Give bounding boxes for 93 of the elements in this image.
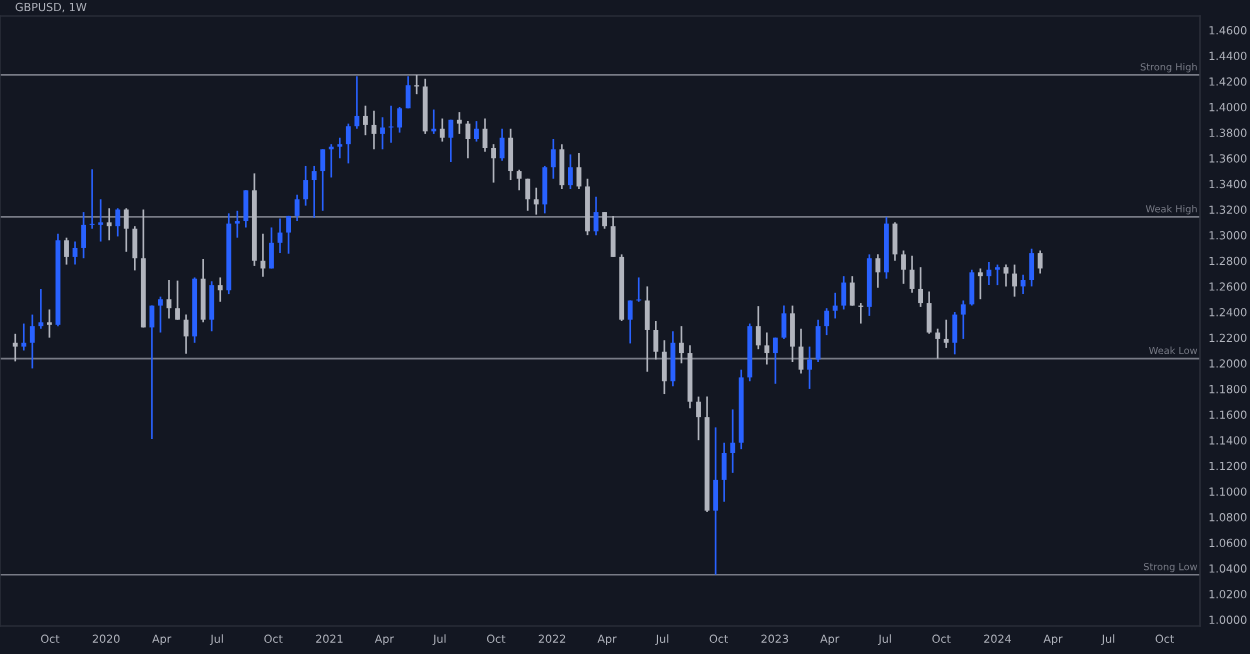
candlestick — [926, 290, 932, 335]
candlestick — [781, 304, 787, 340]
candlestick — [183, 313, 189, 355]
candlestick — [533, 186, 539, 216]
candlestick — [730, 408, 736, 474]
candlestick — [474, 120, 479, 143]
candlestick — [397, 106, 403, 134]
candlestick — [986, 261, 992, 286]
candlestick — [491, 143, 496, 184]
candlestick — [559, 143, 565, 190]
candlestick — [772, 336, 778, 385]
candlestick — [585, 177, 590, 236]
candlestick — [1012, 263, 1017, 298]
candlestick — [627, 299, 633, 345]
candlestick — [499, 127, 505, 162]
candlestick — [12, 332, 18, 363]
candlestick — [952, 311, 958, 356]
candlestick — [935, 327, 941, 360]
candlestick — [1029, 247, 1035, 288]
candlestick — [670, 330, 676, 388]
candlestick — [969, 268, 975, 307]
candlestick — [610, 215, 616, 258]
candlestick — [516, 168, 522, 192]
candlestick — [345, 122, 351, 165]
candlestick — [764, 331, 770, 366]
candlestick — [243, 189, 249, 229]
candlestick — [149, 304, 155, 440]
candlestick — [106, 207, 112, 242]
candlestick — [337, 136, 343, 160]
candlestick — [653, 320, 659, 361]
candlestick — [354, 75, 360, 130]
candlestick — [380, 116, 385, 151]
candlestick — [1020, 274, 1026, 295]
candlestick — [542, 165, 548, 215]
candlestick — [439, 117, 445, 143]
candlestick — [661, 339, 667, 395]
candlestick — [29, 313, 35, 370]
candlestick — [294, 193, 300, 222]
candlestick — [269, 226, 274, 270]
candlestick — [286, 215, 291, 255]
candlestick — [98, 198, 104, 243]
candlestick — [405, 75, 411, 110]
candlestick — [815, 318, 821, 363]
candlestick — [64, 236, 69, 266]
candlestick — [525, 177, 531, 212]
candlestick — [696, 395, 701, 442]
candlestick — [755, 305, 761, 351]
candlestick — [81, 211, 87, 260]
candlestick — [721, 441, 727, 503]
candlestick — [977, 267, 983, 301]
candlestick — [943, 318, 949, 349]
candlestick — [158, 295, 163, 334]
candlestick — [123, 207, 129, 253]
candlestick — [995, 263, 1000, 286]
candlestick — [875, 253, 881, 289]
candlestick — [175, 279, 180, 321]
candlestick — [422, 77, 428, 135]
candlestick — [465, 120, 471, 160]
candlestick — [132, 225, 138, 272]
candlestick — [508, 127, 514, 181]
candlestick — [320, 148, 326, 212]
candlestick — [550, 138, 556, 180]
candlestick — [456, 111, 462, 135]
candlestick — [841, 275, 847, 311]
candlestick — [636, 276, 642, 303]
candlestick — [260, 233, 266, 278]
candlestick — [209, 280, 215, 333]
candlestick — [38, 288, 44, 330]
candlestick — [217, 276, 223, 303]
candlestick — [644, 285, 650, 373]
candlestick — [311, 165, 317, 219]
candlestick — [200, 258, 206, 324]
candlestick — [807, 345, 812, 390]
candlestick — [448, 118, 454, 163]
candlestick — [713, 426, 719, 576]
candlestick — [115, 207, 121, 238]
candlestick — [901, 249, 906, 285]
candlestick — [679, 325, 684, 365]
candlestick — [362, 104, 368, 137]
candlestick — [918, 266, 924, 308]
candlestick — [89, 168, 95, 230]
candlestick — [832, 291, 838, 320]
candlestick — [303, 165, 309, 207]
candlestick — [824, 307, 830, 336]
candlestick — [849, 275, 855, 307]
candlestick — [46, 308, 52, 339]
candlestick — [790, 304, 795, 363]
candlestick — [21, 322, 27, 352]
candlestick — [1037, 249, 1043, 275]
candlestick — [960, 299, 966, 340]
candlestick — [1003, 263, 1009, 288]
candlestick — [234, 209, 240, 239]
candlestick — [567, 153, 573, 190]
